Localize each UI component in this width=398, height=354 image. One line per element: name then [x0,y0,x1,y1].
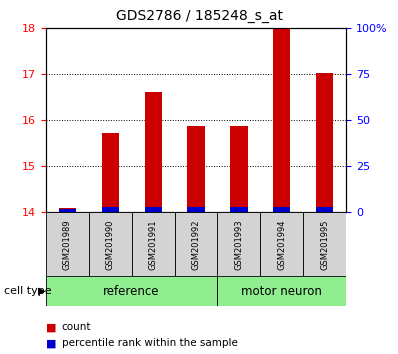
FancyBboxPatch shape [46,276,217,306]
Bar [144,207,162,212]
Text: GSM201993: GSM201993 [234,219,244,270]
Bar [144,92,162,212]
FancyBboxPatch shape [303,212,346,276]
Bar [273,28,291,212]
Bar [230,207,248,212]
Text: ▶: ▶ [38,286,45,296]
Text: GSM201991: GSM201991 [148,219,158,269]
Text: ■: ■ [46,338,56,348]
Text: motor neuron: motor neuron [242,285,322,298]
Bar [187,207,205,212]
Bar [59,208,76,212]
Text: percentile rank within the sample: percentile rank within the sample [62,338,238,348]
FancyBboxPatch shape [260,212,303,276]
Bar [230,126,248,212]
FancyBboxPatch shape [46,212,89,276]
Bar [316,73,334,212]
Bar [316,207,334,212]
Text: ■: ■ [46,322,56,332]
Bar [187,126,205,212]
Bar [101,207,119,212]
Text: GSM201994: GSM201994 [277,219,287,269]
Bar [101,133,119,212]
Text: cell type: cell type [4,286,52,296]
FancyBboxPatch shape [89,212,132,276]
Text: GDS2786 / 185248_s_at: GDS2786 / 185248_s_at [115,9,283,23]
Text: GSM201989: GSM201989 [63,219,72,270]
FancyBboxPatch shape [217,276,346,306]
Text: GSM201990: GSM201990 [105,219,115,269]
Text: GSM201992: GSM201992 [191,219,201,269]
Text: reference: reference [103,285,160,298]
Bar [273,207,291,212]
FancyBboxPatch shape [132,212,175,276]
Text: GSM201995: GSM201995 [320,219,329,269]
FancyBboxPatch shape [175,212,217,276]
Text: count: count [62,322,91,332]
Bar [59,209,76,212]
FancyBboxPatch shape [217,212,260,276]
